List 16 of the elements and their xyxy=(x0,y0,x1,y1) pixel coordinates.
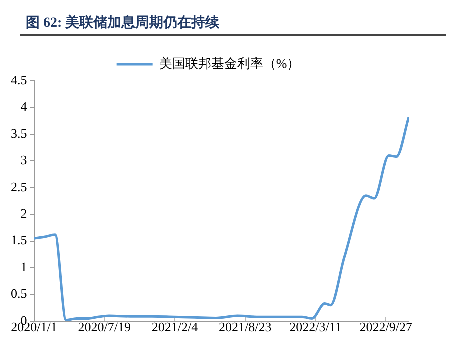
y-tick-label: 2.5 xyxy=(11,179,28,194)
y-tick-label: 0.5 xyxy=(11,286,28,302)
y-tick-label: 4 xyxy=(20,99,28,114)
y-tick-label: 2 xyxy=(20,206,28,221)
y-tick-label: 1.5 xyxy=(11,232,28,248)
legend-label: 美国联邦基金利率（%） xyxy=(159,56,300,71)
y-tick-label: 3.5 xyxy=(11,126,28,141)
x-tick-label: 2022/3/11 xyxy=(290,320,342,335)
x-tick-label: 2021/2/4 xyxy=(152,320,199,335)
chart-title: 图 62: 美联储加息周期仍在持续 xyxy=(20,14,446,36)
x-tick-label: 2021/8/23 xyxy=(219,320,272,335)
x-tick-label: 2020/7/19 xyxy=(78,320,131,335)
x-tick-label: 2022/9/27 xyxy=(360,320,413,335)
y-tick-label: 3 xyxy=(20,152,28,168)
y-tick-label: 1 xyxy=(20,259,28,274)
y-tick-label: 4.5 xyxy=(11,72,28,88)
